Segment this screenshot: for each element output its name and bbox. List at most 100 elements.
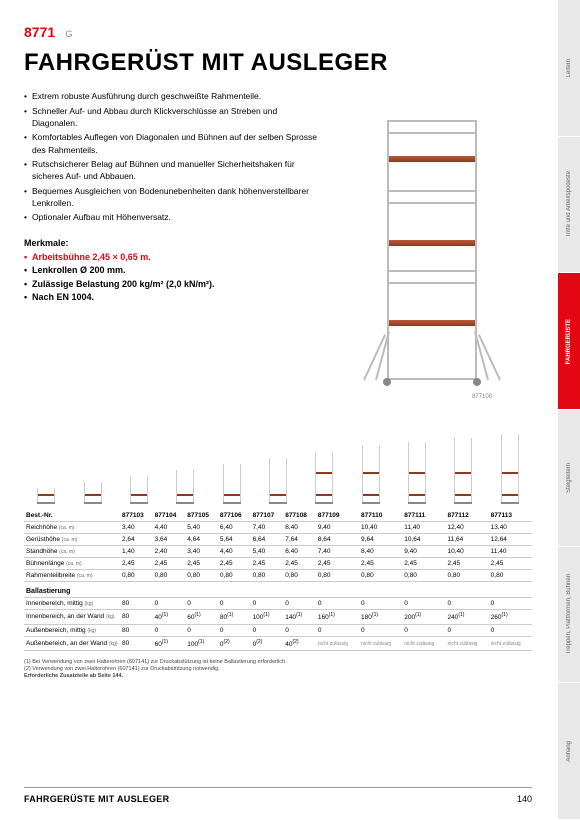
cell: 2,40 xyxy=(153,546,186,558)
cell: 9,40 xyxy=(402,546,445,558)
feature-item: Bequemes Ausgleichen von Bodenunebenheit… xyxy=(24,185,318,210)
cell: 4,40 xyxy=(153,522,186,534)
cell: nicht zulässig xyxy=(316,636,359,650)
cell: 0,80 xyxy=(218,570,251,582)
cell: 877105 xyxy=(185,510,218,522)
cell: 0 xyxy=(185,624,218,636)
hero-caption: 877108 xyxy=(472,394,492,400)
cell: 2,45 xyxy=(251,558,284,570)
cell: 80(1) xyxy=(218,610,251,624)
cell: 0 xyxy=(251,624,284,636)
cell: 0 xyxy=(489,624,532,636)
merk-list: Arbeitsbühne 2,45 × 0,65 m.Lenkrollen Ø … xyxy=(24,251,318,305)
cell: 2,45 xyxy=(153,558,186,570)
cell: 10,64 xyxy=(402,534,445,546)
cell: 0 xyxy=(402,598,445,610)
cell: 2,45 xyxy=(283,558,316,570)
cell: 2,45 xyxy=(185,558,218,570)
cell: 0,80 xyxy=(445,570,488,582)
row-header: Innenbereich, an der Wand (kg) xyxy=(24,610,120,624)
cell: 0 xyxy=(402,624,445,636)
merk-item: Nach EN 1004. xyxy=(24,291,318,305)
cell: 11,64 xyxy=(445,534,488,546)
cell: 0,80 xyxy=(153,570,186,582)
cell: 0 xyxy=(316,624,359,636)
cell: 877103 xyxy=(120,510,153,522)
cell: 80 xyxy=(120,598,153,610)
cell: 11,40 xyxy=(402,522,445,534)
cell: 0 xyxy=(359,624,402,636)
cell: 180(1) xyxy=(359,610,402,624)
side-tab[interactable]: Tritte und Arbeitspodeste xyxy=(558,137,580,274)
cell: 7,40 xyxy=(316,546,359,558)
cell: 3,40 xyxy=(185,546,218,558)
side-tab[interactable]: Treppen, Plattformen, Bühnen xyxy=(558,547,580,684)
cell: 0,80 xyxy=(185,570,218,582)
cell: 0 xyxy=(251,598,284,610)
cell: 877107 xyxy=(251,510,284,522)
cell: 2,45 xyxy=(359,558,402,570)
footnote: (2) Verwendung von zwei Halterohren (607… xyxy=(24,666,532,673)
page-title: FAHRGERÜST MIT AUSLEGER xyxy=(24,50,532,76)
cell: 2,45 xyxy=(218,558,251,570)
thumbnail-row xyxy=(24,436,532,506)
cell: 0 xyxy=(316,598,359,610)
side-tab[interactable]: Anhang xyxy=(558,683,580,820)
cell: 2,45 xyxy=(316,558,359,570)
cell: 80 xyxy=(120,636,153,650)
cell: 9,40 xyxy=(316,522,359,534)
cell: 40(2) xyxy=(283,636,316,650)
cell: 877113 xyxy=(489,510,532,522)
cell: 2,64 xyxy=(120,534,153,546)
footer-title: FAHRGERÜSTE MIT AUSLEGER xyxy=(24,794,169,804)
cell: 100(1) xyxy=(185,636,218,650)
cell: 877108 xyxy=(283,510,316,522)
cell: 0 xyxy=(445,624,488,636)
cell: 0 xyxy=(218,624,251,636)
row-header: Innenbereich, mittig (kg) xyxy=(24,598,120,610)
cell: 0 xyxy=(283,598,316,610)
cell: 5,40 xyxy=(251,546,284,558)
cell: 6,40 xyxy=(218,522,251,534)
page-number: 140 xyxy=(517,794,532,804)
cell: nicht zulässig xyxy=(359,636,402,650)
cell: 10,40 xyxy=(445,546,488,558)
feature-list: Extrem robuste Ausführung durch geschwei… xyxy=(24,90,318,223)
cell: 0 xyxy=(153,598,186,610)
cell: 60(1) xyxy=(185,610,218,624)
row-header: Bühnenlänge (ca. m) xyxy=(24,558,120,570)
merk-item: Lenkrollen Ø 200 mm. xyxy=(24,264,318,278)
row-header: Außenbereich, mittig (kg) xyxy=(24,624,120,636)
grade-label: G xyxy=(65,29,72,39)
merk-item: Zulässige Belastung 200 kg/m² (2,0 kN/m²… xyxy=(24,278,318,292)
cell: 3,64 xyxy=(153,534,186,546)
side-tab[interactable]: Steigleitern xyxy=(558,410,580,547)
row-header: Standhöhe (ca. m) xyxy=(24,546,120,558)
feature-item: Optionaler Aufbau mit Höhenversatz. xyxy=(24,211,318,223)
cell: 877112 xyxy=(445,510,488,522)
cell: 0 xyxy=(153,624,186,636)
cell: 4,64 xyxy=(185,534,218,546)
cell: 40(1) xyxy=(153,610,186,624)
merk-heading: Merkmale: xyxy=(24,238,318,248)
cell: 1,40 xyxy=(120,546,153,558)
cell: 13,40 xyxy=(489,522,532,534)
cell: 200(1) xyxy=(402,610,445,624)
cell: 0 xyxy=(218,598,251,610)
cell: 7,40 xyxy=(251,522,284,534)
side-tab[interactable]: FAHRGERÜSTE xyxy=(558,273,580,410)
section-header: Ballastierung xyxy=(24,582,532,598)
cell: 0,80 xyxy=(489,570,532,582)
cell: 2,45 xyxy=(120,558,153,570)
cell: nicht zulässig xyxy=(489,636,532,650)
cell: 0,80 xyxy=(283,570,316,582)
row-header: Gerüsthöhe (ca. m) xyxy=(24,534,120,546)
cell: 260(1) xyxy=(489,610,532,624)
cell: 0(2) xyxy=(218,636,251,650)
cell: 7,64 xyxy=(283,534,316,546)
cell: 10,40 xyxy=(359,522,402,534)
cell: 877111 xyxy=(402,510,445,522)
side-tab[interactable]: Leitern xyxy=(558,0,580,137)
cell: nicht zulässig xyxy=(445,636,488,650)
footnotes: (1) Bei Verwendung von zwei Halterohren … xyxy=(24,659,532,680)
